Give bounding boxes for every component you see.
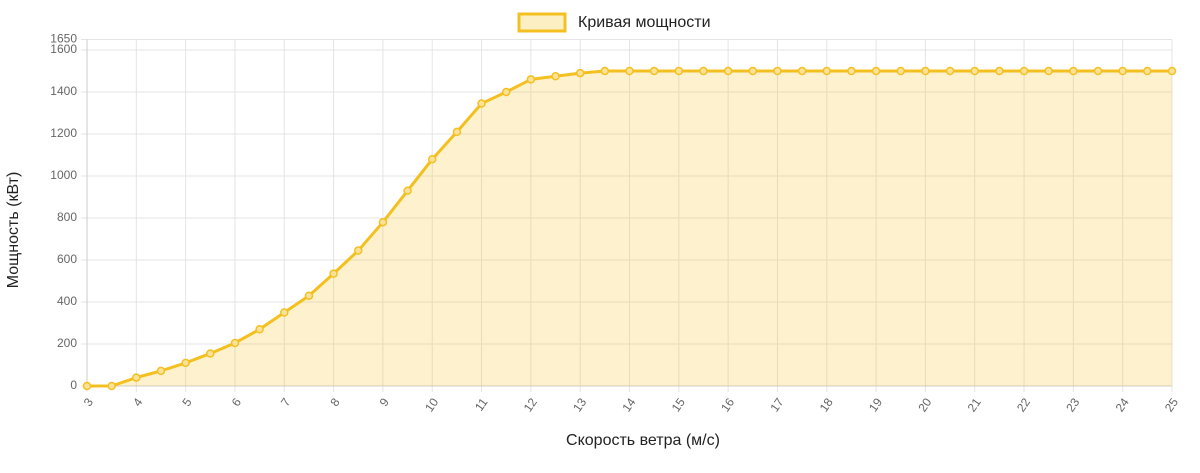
x-tick-label: 13 bbox=[570, 395, 589, 414]
point bbox=[354, 246, 363, 255]
point bbox=[551, 72, 560, 81]
point bbox=[674, 66, 684, 76]
point bbox=[329, 269, 338, 278]
x-tick-label: 21 bbox=[965, 395, 984, 414]
point bbox=[181, 358, 190, 368]
point bbox=[797, 66, 807, 76]
point bbox=[156, 366, 166, 376]
y-axis-title: Мощность (кВт) bbox=[5, 172, 22, 289]
area bbox=[87, 71, 1172, 386]
y-tick-label: 200 bbox=[57, 336, 77, 350]
x-tick-label: 7 bbox=[278, 395, 293, 409]
point bbox=[304, 291, 314, 300]
y-tick-label: 1600 bbox=[50, 42, 77, 56]
point bbox=[132, 373, 141, 382]
point bbox=[625, 66, 634, 76]
point bbox=[427, 154, 437, 164]
x-tick-label: 17 bbox=[767, 395, 786, 414]
point bbox=[773, 66, 782, 76]
point bbox=[921, 66, 930, 76]
point bbox=[107, 381, 116, 391]
point bbox=[847, 66, 856, 76]
y-tick-label: 0 bbox=[70, 378, 77, 392]
point bbox=[970, 66, 979, 76]
x-tick-label: 16 bbox=[718, 395, 737, 414]
point bbox=[896, 66, 905, 76]
point bbox=[206, 349, 215, 358]
y-tick-label: 600 bbox=[57, 252, 77, 266]
y-tick-label: 800 bbox=[57, 210, 77, 224]
y-tick-label: 1200 bbox=[50, 126, 77, 140]
point bbox=[501, 87, 511, 97]
x-tick-label: 24 bbox=[1113, 395, 1132, 414]
x-tick-label: 8 bbox=[327, 395, 342, 409]
point bbox=[871, 66, 881, 76]
x-tick-label: 23 bbox=[1063, 395, 1082, 414]
x-tick-label: 20 bbox=[915, 395, 934, 414]
point bbox=[230, 338, 240, 348]
point bbox=[649, 66, 659, 76]
x-tick-label: 11 bbox=[472, 395, 491, 414]
legend-swatch bbox=[517, 12, 567, 33]
y-tick-label: 1400 bbox=[50, 84, 77, 98]
point bbox=[822, 66, 832, 76]
point bbox=[255, 325, 264, 334]
point bbox=[403, 186, 412, 195]
point bbox=[378, 217, 388, 227]
x-tick-label: 18 bbox=[817, 395, 836, 414]
point bbox=[600, 66, 610, 76]
point bbox=[1019, 66, 1029, 76]
point bbox=[1069, 66, 1078, 76]
x-tick-label: 6 bbox=[229, 395, 244, 409]
point bbox=[82, 381, 92, 391]
x-tick-label: 10 bbox=[422, 395, 441, 414]
y-tick-label: 1650 bbox=[50, 32, 77, 46]
y-tick-label: 400 bbox=[57, 294, 77, 308]
point bbox=[945, 66, 955, 76]
y-tick-label: 1000 bbox=[50, 168, 77, 182]
point bbox=[1143, 66, 1152, 76]
x-tick-label: 5 bbox=[179, 395, 194, 409]
point bbox=[699, 66, 708, 76]
point bbox=[575, 68, 585, 78]
point bbox=[995, 66, 1004, 76]
x-tick-label: 9 bbox=[377, 395, 392, 409]
point bbox=[1118, 66, 1127, 76]
x-tick-label: 3 bbox=[81, 395, 96, 409]
point bbox=[1167, 66, 1177, 76]
x-tick-label: 22 bbox=[1014, 395, 1033, 414]
point bbox=[526, 75, 536, 84]
x-tick-label: 12 bbox=[521, 395, 540, 414]
legend-label: Кривая мощности bbox=[578, 14, 711, 31]
point bbox=[1093, 66, 1103, 76]
x-tick-label: 4 bbox=[130, 395, 145, 409]
point bbox=[452, 127, 462, 137]
x-tick-label: 14 bbox=[619, 395, 638, 414]
point bbox=[1044, 66, 1053, 76]
point bbox=[748, 66, 758, 76]
point bbox=[280, 308, 289, 317]
point bbox=[477, 99, 486, 108]
x-axis-title: Скорость ветра (м/с) bbox=[566, 432, 720, 449]
x-tick-label: 15 bbox=[669, 395, 688, 414]
x-tick-label: 25 bbox=[1162, 395, 1181, 414]
point bbox=[723, 66, 733, 76]
x-tick-label: 19 bbox=[866, 395, 885, 414]
